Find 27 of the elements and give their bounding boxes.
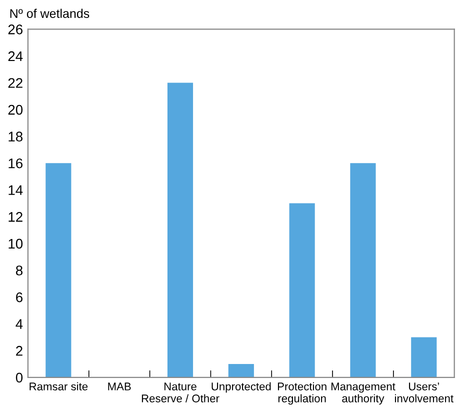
y-tick-label: 8: [16, 266, 22, 276]
bar: [46, 163, 72, 378]
y-tick-label: 4: [16, 319, 23, 329]
y-tick-label: 14: [8, 185, 23, 195]
x-tick-label: Users’ involvement: [394, 382, 454, 402]
bar: [167, 82, 194, 378]
bar: [289, 203, 315, 378]
y-tick-label: 22: [8, 78, 22, 88]
y-tick-label: 10: [8, 238, 23, 249]
y-axis-title: Nº of wetlands: [10, 8, 90, 18]
x-tick-label: Protection regulation: [278, 382, 326, 405]
y-tick-label: 16: [8, 158, 22, 168]
y-tick-label: 12: [8, 212, 22, 222]
bar: [228, 364, 254, 378]
bar: [350, 163, 376, 378]
bar: [411, 337, 437, 378]
y-tick-label: 0: [16, 372, 23, 383]
y-tick-label: 26: [8, 24, 22, 34]
y-tick-label: 24: [8, 51, 23, 62]
y-tick-label: 18: [8, 132, 22, 142]
y-tick-label: 20: [8, 104, 23, 115]
x-tick-label: Ramsar site: [30, 382, 88, 390]
y-tick-label: 2: [16, 346, 22, 356]
x-tick-label: Unprotected: [212, 382, 271, 393]
y-tick-label: 6: [16, 292, 22, 302]
x-tick-label: MAB: [108, 382, 131, 390]
x-tick-label: Management authority: [331, 382, 396, 405]
